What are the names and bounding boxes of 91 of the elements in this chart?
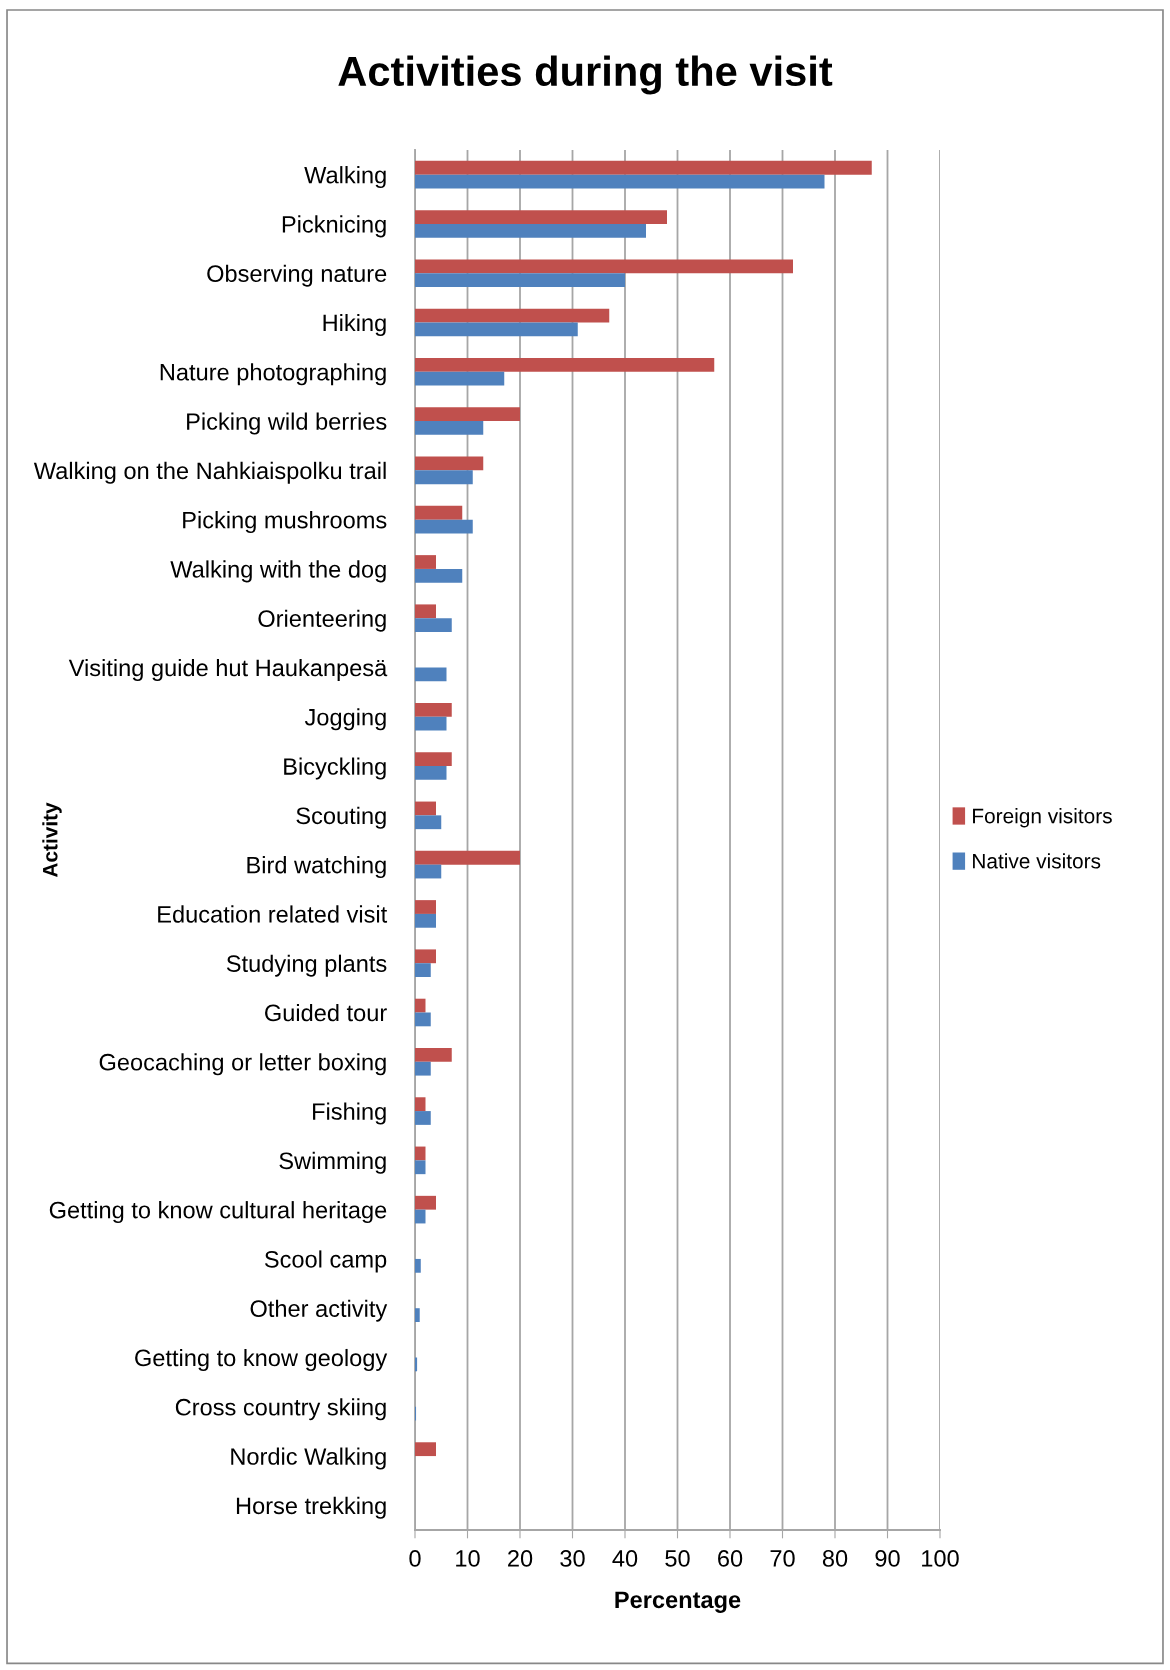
bar (415, 752, 452, 767)
bar (415, 160, 872, 175)
bar (415, 801, 436, 816)
y-tick-label: Horse trekking (236, 1496, 386, 1519)
x-tick-label: 90 (875, 1550, 900, 1567)
y-tick-label: Visiting guide hut Haukanpesä (68, 658, 388, 681)
bar (415, 716, 447, 731)
y-tick-label: Nordic Walking (231, 1447, 386, 1470)
y-tick-label: Swimming (279, 1151, 386, 1174)
y-axis-title: Activity (42, 802, 62, 878)
y-tick-label: Getting to know cultural heritage (49, 1201, 387, 1224)
bar (415, 456, 484, 471)
y-tick-label: Other activity (250, 1299, 388, 1322)
x-tick-label: 60 (718, 1550, 743, 1567)
y-tick-label: Picknicing (282, 215, 386, 238)
bar (415, 913, 436, 928)
x-tick-label: 100 (922, 1550, 959, 1567)
bar (415, 1195, 436, 1210)
bar (415, 357, 715, 372)
y-tick-label: Geocaching or letter boxing (99, 1053, 386, 1076)
bar (415, 1442, 436, 1457)
y-tick-label: Fishing (313, 1102, 386, 1125)
bar (415, 407, 520, 422)
legend-label: Native visitors (973, 853, 1101, 869)
y-tick-label: Walking (304, 166, 386, 189)
chart-title: Activities during the visit (338, 55, 833, 95)
x-tick-label: 30 (560, 1550, 585, 1567)
bar (415, 850, 520, 865)
bar (415, 702, 452, 717)
y-tick-label: Walking with the dog (170, 560, 386, 583)
y-tick-label: Orienteering (258, 609, 386, 632)
bar (415, 470, 473, 485)
bar (415, 1146, 426, 1161)
legend-label: Foreign visitors (973, 808, 1112, 828)
y-tick-label: Education related visit (158, 905, 388, 923)
y-tick-label: Observing nature (207, 264, 387, 287)
y-tick-label: Cross country skiing (175, 1398, 386, 1421)
y-tick-label: Studying plants (226, 954, 387, 977)
x-tick-label: 70 (770, 1550, 795, 1567)
bar (415, 259, 793, 274)
bar (415, 322, 578, 337)
bar (415, 1111, 431, 1125)
x-tick-label: 80 (822, 1550, 848, 1567)
y-tick-label: Scool camp (264, 1250, 387, 1273)
y-tick-label: Jogging (304, 708, 386, 731)
y-tick-label: Nature photographing (160, 363, 386, 386)
bar (415, 519, 473, 534)
y-tick-label: Bicyckling (284, 757, 386, 780)
y-tick-label: Walking on the Nahkiaispolku trail (33, 461, 386, 484)
y-tick-label: Scouting (296, 806, 386, 829)
bar (415, 505, 463, 520)
x-tick-label: 50 (665, 1550, 690, 1567)
bar (415, 618, 452, 633)
bar (415, 1308, 420, 1323)
bar (415, 174, 825, 189)
bar (415, 1357, 418, 1372)
bar (415, 1061, 431, 1076)
bar (415, 900, 436, 914)
x-tick-label: 40 (612, 1550, 638, 1567)
x-tick-label: 0 (409, 1550, 421, 1567)
bar (415, 667, 447, 682)
y-tick-label: Bird watching (247, 856, 386, 879)
bar (415, 1160, 426, 1175)
bar (415, 864, 442, 879)
y-tick-label: Picking mushrooms (183, 511, 387, 534)
bar (415, 963, 431, 978)
bar (415, 555, 436, 569)
x-axis-title: Percentage (615, 1591, 741, 1613)
bar (415, 223, 646, 238)
bar (415, 766, 447, 780)
bar (415, 1097, 426, 1112)
y-tick-label: Guided tour (265, 1003, 387, 1022)
bar (415, 815, 442, 830)
y-tick-label: Picking wild berries (187, 412, 387, 435)
y-tick-label: Getting to know geology (135, 1348, 388, 1371)
bar (415, 273, 625, 288)
bar (415, 1209, 426, 1224)
bar (415, 1047, 452, 1062)
bar (415, 568, 463, 583)
bar (415, 210, 667, 224)
bar (415, 308, 610, 323)
bar (415, 604, 436, 619)
x-tick-label: 20 (508, 1550, 533, 1567)
bar (415, 949, 436, 964)
bar (415, 998, 426, 1013)
y-tick-label: Hiking (323, 313, 386, 336)
bar (415, 1012, 431, 1027)
x-tick-label: 10 (456, 1550, 480, 1567)
bar (415, 371, 505, 386)
bar (415, 1258, 421, 1273)
bar (415, 421, 484, 435)
